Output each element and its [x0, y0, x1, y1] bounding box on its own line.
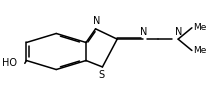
Text: N: N: [93, 16, 100, 26]
Text: Me: Me: [193, 46, 206, 55]
Text: HO: HO: [2, 58, 17, 68]
Text: N: N: [175, 27, 183, 37]
Text: Me: Me: [193, 23, 206, 32]
Text: N: N: [140, 27, 147, 37]
Text: S: S: [98, 70, 105, 80]
